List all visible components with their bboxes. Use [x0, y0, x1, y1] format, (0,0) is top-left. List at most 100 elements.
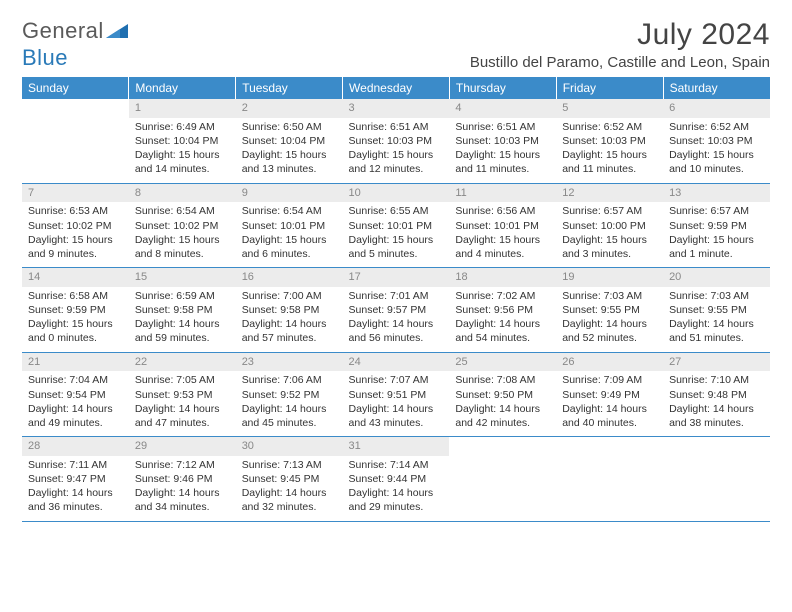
day-number: 2 — [236, 99, 343, 118]
calendar-cell: 21Sunrise: 7:04 AMSunset: 9:54 PMDayligh… — [22, 352, 129, 437]
cell-text: Sunrise: 6:50 AMSunset: 10:04 PMDaylight… — [242, 120, 337, 177]
day-header: Wednesday — [343, 77, 450, 99]
calendar-cell: 19 Sunrise: 7:03 AMSunset: 9:55 PMDayligh… — [556, 268, 663, 353]
calendar-week-row: 1Sunrise: 6:49 AMSunset: 10:04 PMDayligh… — [22, 99, 770, 183]
day-number: 27 — [663, 353, 770, 372]
calendar-head: SundayMondayTuesdayWednesdayThursdayFrid… — [22, 77, 770, 99]
day-number: 22 — [129, 353, 236, 372]
day-number: 31 — [343, 437, 450, 456]
cell-text: Sunrise: 7:05 AMSunset: 9:53 PMDaylight:… — [135, 373, 230, 430]
day-number: 1 — [129, 99, 236, 118]
cell-text: Sunrise: 7:13 AMSunset: 9:45 PMDaylight:… — [242, 458, 337, 515]
calendar-cell: 17Sunrise: 7:01 AMSunset: 9:57 PMDayligh… — [343, 268, 450, 353]
day-number: 25 — [449, 353, 556, 372]
day-number: 15 — [129, 268, 236, 287]
calendar-cell: 24Sunrise: 7:07 AMSunset: 9:51 PMDayligh… — [343, 352, 450, 437]
cell-text: Sunrise: 6:57 AMSunset: 9:59 PMDaylight:… — [669, 204, 764, 261]
cell-text: Sunrise: 6:56 AMSunset: 10:01 PMDaylight… — [455, 204, 550, 261]
day-number: 3 — [343, 99, 450, 118]
cell-text: Sunrise: 6:54 AMSunset: 10:02 PMDaylight… — [135, 204, 230, 261]
header: General Blue July 2024 Bustillo del Para… — [22, 18, 770, 71]
day-header: Monday — [129, 77, 236, 99]
day-number: 21 — [22, 353, 129, 372]
day-number: 30 — [236, 437, 343, 456]
day-number: 11 — [449, 184, 556, 203]
day-header: Thursday — [449, 77, 556, 99]
calendar-cell: 11Sunrise: 6:56 AMSunset: 10:01 PMDaylig… — [449, 183, 556, 268]
cell-text: Sunrise: 6:59 AMSunset: 9:58 PMDaylight:… — [135, 289, 230, 346]
brand-part2: Blue — [22, 45, 68, 70]
cell-text: Sunrise: 6:57 AMSunset: 10:00 PMDaylight… — [562, 204, 657, 261]
calendar-cell: 2 Sunrise: 6:50 AMSunset: 10:04 PMDayligh… — [236, 99, 343, 183]
day-number: 17 — [343, 268, 450, 287]
day-number: 14 — [22, 268, 129, 287]
cell-text: Sunrise: 7:00 AMSunset: 9:58 PMDaylight:… — [242, 289, 337, 346]
day-number: 26 — [556, 353, 663, 372]
calendar-week-row: 14Sunrise: 6:58 AMSunset: 9:59 PMDayligh… — [22, 268, 770, 353]
cell-text: Sunrise: 7:03 AMSunset: 9:55 PMDaylight:… — [562, 289, 657, 346]
day-number: 24 — [343, 353, 450, 372]
day-number: 16 — [236, 268, 343, 287]
cell-text: Sunrise: 7:06 AMSunset: 9:52 PMDaylight:… — [242, 373, 337, 430]
calendar-table: SundayMondayTuesdayWednesdayThursdayFrid… — [22, 77, 770, 522]
day-number: 29 — [129, 437, 236, 456]
cell-text: Sunrise: 6:53 AMSunset: 10:02 PMDaylight… — [28, 204, 123, 261]
calendar-cell — [663, 437, 770, 522]
calendar-cell: 5 Sunrise: 6:52 AMSunset: 10:03 PMDayligh… — [556, 99, 663, 183]
calendar-cell: 8Sunrise: 6:54 AMSunset: 10:02 PMDayligh… — [129, 183, 236, 268]
month-title: July 2024 — [470, 18, 770, 52]
cell-text: Sunrise: 7:08 AMSunset: 9:50 PMDaylight:… — [455, 373, 550, 430]
day-number: 7 — [22, 184, 129, 203]
cell-text: Sunrise: 6:54 AMSunset: 10:01 PMDaylight… — [242, 204, 337, 261]
cell-text: Sunrise: 6:51 AMSunset: 10:03 PMDaylight… — [349, 120, 444, 177]
cell-text: Sunrise: 7:12 AMSunset: 9:46 PMDaylight:… — [135, 458, 230, 515]
calendar-cell: 30 Sunrise: 7:13 AMSunset: 9:45 PMDayligh… — [236, 437, 343, 522]
cell-text: Sunrise: 7:14 AMSunset: 9:44 PMDaylight:… — [349, 458, 444, 515]
day-number: 9 — [236, 184, 343, 203]
day-number: 4 — [449, 99, 556, 118]
calendar-cell: 27Sunrise: 7:10 AMSunset: 9:48 PMDayligh… — [663, 352, 770, 437]
calendar-cell: 13Sunrise: 6:57 AMSunset: 9:59 PMDayligh… — [663, 183, 770, 268]
title-block: July 2024 Bustillo del Paramo, Castille … — [470, 18, 770, 71]
calendar-cell: 7Sunrise: 6:53 AMSunset: 10:02 PMDayligh… — [22, 183, 129, 268]
brand-triangle-icon — [106, 24, 128, 43]
calendar-cell: 1Sunrise: 6:49 AMSunset: 10:04 PMDayligh… — [129, 99, 236, 183]
calendar-cell: 9Sunrise: 6:54 AMSunset: 10:01 PMDayligh… — [236, 183, 343, 268]
cell-text: Sunrise: 7:07 AMSunset: 9:51 PMDaylight:… — [349, 373, 444, 430]
cell-text: Sunrise: 6:52 AMSunset: 10:03 PMDaylight… — [562, 120, 657, 177]
brand-logo: General Blue — [22, 18, 128, 71]
cell-text: Sunrise: 6:55 AMSunset: 10:01 PMDaylight… — [349, 204, 444, 261]
calendar-cell: 28 Sunrise: 7:11 AMSunset: 9:47 PMDayligh… — [22, 437, 129, 522]
cell-text: Sunrise: 7:10 AMSunset: 9:48 PMDaylight:… — [669, 373, 764, 430]
day-number: 20 — [663, 268, 770, 287]
calendar-week-row: 21Sunrise: 7:04 AMSunset: 9:54 PMDayligh… — [22, 352, 770, 437]
calendar-cell: 16 Sunrise: 7:00 AMSunset: 9:58 PMDayligh… — [236, 268, 343, 353]
calendar-cell: 10Sunrise: 6:55 AMSunset: 10:01 PMDaylig… — [343, 183, 450, 268]
location-subtitle: Bustillo del Paramo, Castille and Leon, … — [470, 54, 770, 71]
cell-text: Sunrise: 6:51 AMSunset: 10:03 PMDaylight… — [455, 120, 550, 177]
calendar-cell: 23Sunrise: 7:06 AMSunset: 9:52 PMDayligh… — [236, 352, 343, 437]
cell-text: Sunrise: 7:04 AMSunset: 9:54 PMDaylight:… — [28, 373, 123, 430]
calendar-week-row: 28 Sunrise: 7:11 AMSunset: 9:47 PMDayligh… — [22, 437, 770, 522]
day-header: Tuesday — [236, 77, 343, 99]
calendar-cell — [22, 99, 129, 183]
day-number: 28 — [22, 437, 129, 456]
day-header-row: SundayMondayTuesdayWednesdayThursdayFrid… — [22, 77, 770, 99]
cell-text: Sunrise: 7:11 AMSunset: 9:47 PMDaylight:… — [28, 458, 123, 515]
day-header: Sunday — [22, 77, 129, 99]
page: General Blue July 2024 Bustillo del Para… — [0, 0, 792, 540]
cell-text: Sunrise: 7:03 AMSunset: 9:55 PMDaylight:… — [669, 289, 764, 346]
day-number: 10 — [343, 184, 450, 203]
calendar-cell — [449, 437, 556, 522]
day-number: 5 — [556, 99, 663, 118]
cell-text: Sunrise: 7:09 AMSunset: 9:49 PMDaylight:… — [562, 373, 657, 430]
day-number: 19 — [556, 268, 663, 287]
calendar-cell: 18 Sunrise: 7:02 AMSunset: 9:56 PMDayligh… — [449, 268, 556, 353]
cell-text: Sunrise: 7:02 AMSunset: 9:56 PMDaylight:… — [455, 289, 550, 346]
calendar-cell: 20 Sunrise: 7:03 AMSunset: 9:55 PMDayligh… — [663, 268, 770, 353]
day-number: 23 — [236, 353, 343, 372]
day-header: Saturday — [663, 77, 770, 99]
calendar-cell: 15 Sunrise: 6:59 AMSunset: 9:58 PMDayligh… — [129, 268, 236, 353]
calendar-cell: 25Sunrise: 7:08 AMSunset: 9:50 PMDayligh… — [449, 352, 556, 437]
day-number: 18 — [449, 268, 556, 287]
